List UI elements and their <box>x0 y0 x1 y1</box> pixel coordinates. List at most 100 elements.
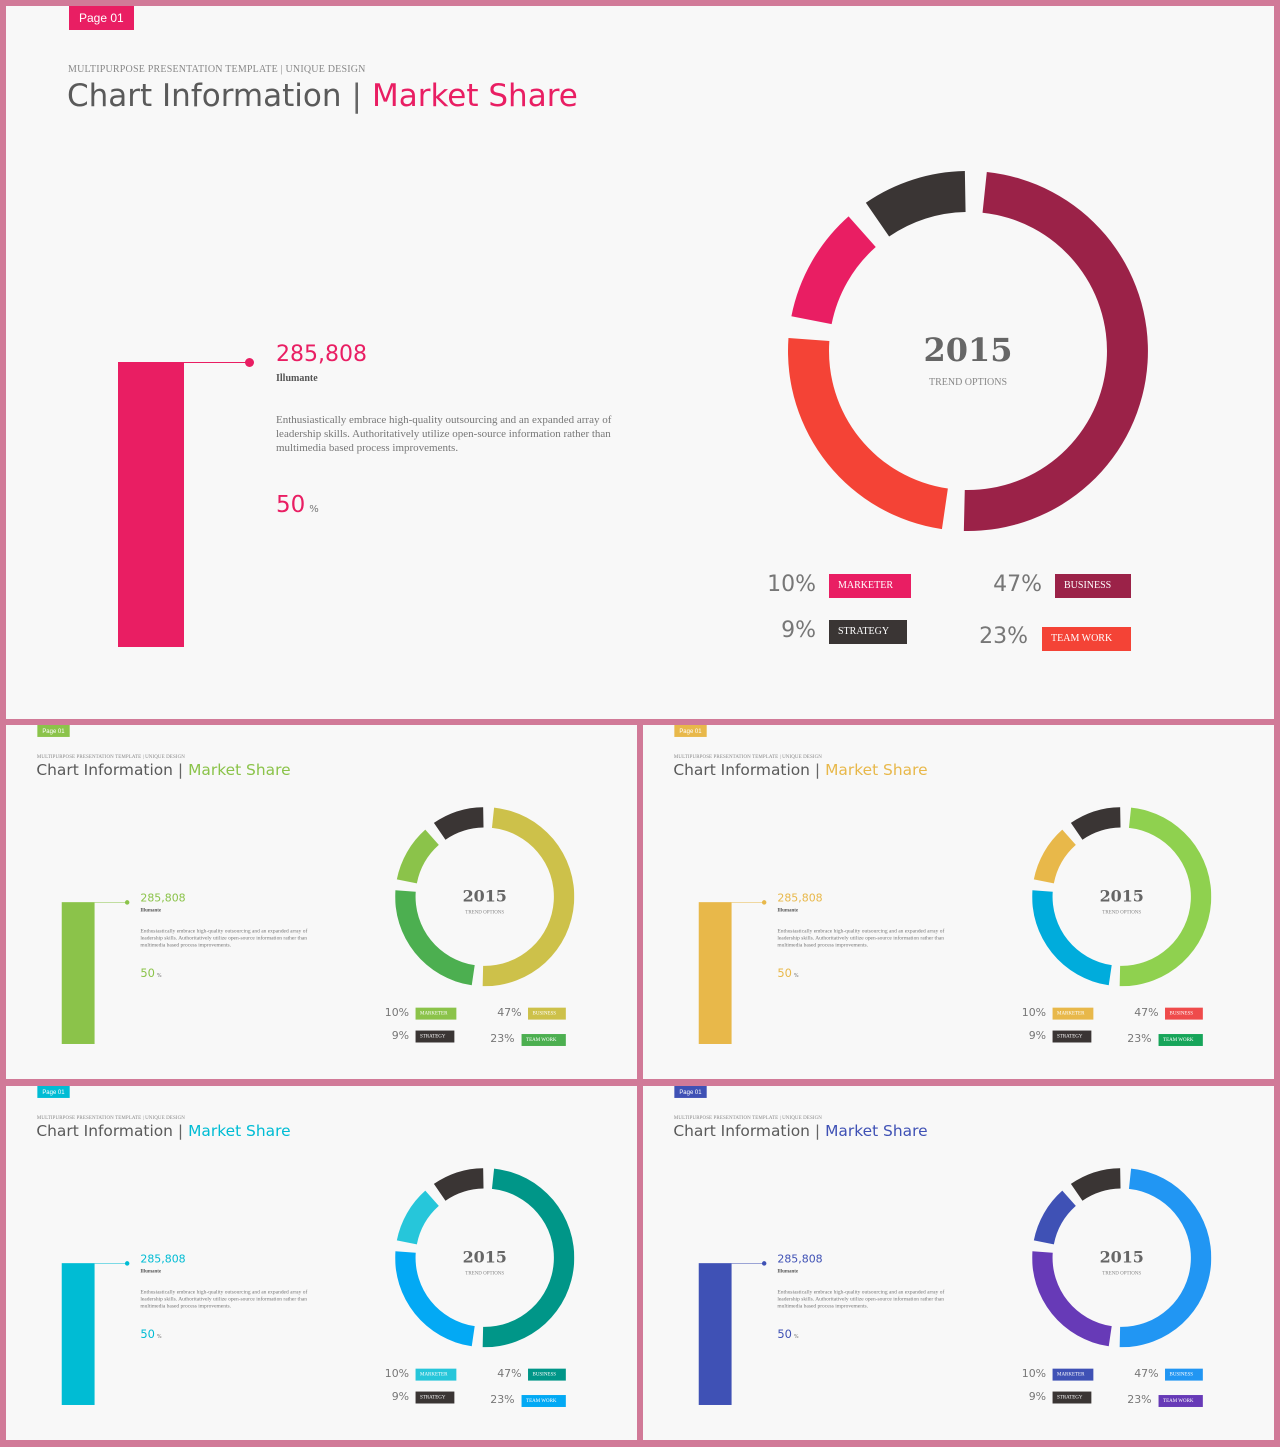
page-tag: Page 01 <box>37 1086 70 1098</box>
legend-tag-business: BUSINESS <box>1055 574 1131 598</box>
donut-segment-business <box>1119 1168 1212 1348</box>
slide-title: Chart Information | Market Share <box>67 78 578 114</box>
legend-value-business: 47% <box>993 572 1042 597</box>
legend-tag-strategy: STRATEGY <box>1052 1030 1092 1043</box>
legend-value-marketer: 10% <box>1021 1006 1047 1020</box>
legend-value-teamwork: 23% <box>979 624 1028 649</box>
bar-connector-dot <box>761 900 767 905</box>
slide-content: Page 01 MULTIPURPOSE PRESENTATION TEMPLA… <box>643 725 1274 1079</box>
legend-value-strategy: 9% <box>1028 1390 1047 1403</box>
legend-value-teamwork: 23% <box>490 1393 515 1406</box>
name-label: Illumante <box>777 1268 799 1275</box>
legend-tag-strategy: STRATEGY <box>1052 1391 1092 1404</box>
legend-value-teamwork: 23% <box>1127 1393 1152 1406</box>
slide-yellow: Page 01 MULTIPURPOSE PRESENTATION TEMPLA… <box>643 725 1274 1079</box>
title-accent: Market Share <box>188 1121 291 1140</box>
legend-tag-strategy: STRATEGY <box>415 1391 455 1404</box>
donut-segment-marketer <box>791 216 876 325</box>
donut-segment-business <box>482 1168 575 1348</box>
donut-segment-strategy <box>433 1168 484 1201</box>
title-main: Chart Information <box>673 1121 810 1140</box>
title-separator: | <box>351 78 362 114</box>
big-number: 285,808 <box>276 342 367 367</box>
donut-center-label: TREND OPTIONS <box>928 377 1008 388</box>
donut-segment-marketer <box>1033 829 1076 884</box>
title-accent: Market Share <box>188 760 291 779</box>
legend-tag-marketer: MARKETER <box>829 574 911 598</box>
bar-connector-dot <box>245 358 254 367</box>
slide-content: Page 01 MULTIPURPOSE PRESENTATION TEMPLA… <box>6 725 637 1079</box>
slide-subtitle: MULTIPURPOSE PRESENTATION TEMPLATE | UNI… <box>673 1114 822 1121</box>
donut-chart <box>1032 1168 1212 1348</box>
slide-subtitle: MULTIPURPOSE PRESENTATION TEMPLATE | UNI… <box>68 64 366 75</box>
slide-green: Page 01 MULTIPURPOSE PRESENTATION TEMPLA… <box>6 725 637 1079</box>
percent-unit: % <box>793 1333 799 1340</box>
percent-unit: % <box>156 972 162 979</box>
description-text: Enthusiastically embrace high-quality ou… <box>777 1289 945 1309</box>
legend-value-teamwork: 23% <box>490 1032 515 1045</box>
donut-segment-strategy <box>865 171 966 237</box>
slide-title: Chart Information | Market Share <box>36 761 290 779</box>
title-accent: Market Share <box>825 760 928 779</box>
slide-title: Chart Information | Market Share <box>36 1122 290 1140</box>
legend-value-strategy: 9% <box>1028 1029 1047 1042</box>
bar-connector-line <box>184 362 250 363</box>
percent-value: 50% <box>276 492 319 518</box>
donut-segment-teamwork <box>1032 890 1112 986</box>
description-text: Enthusiastically embrace high-quality ou… <box>777 928 945 948</box>
value-bar <box>61 1263 95 1405</box>
donut-segment-teamwork <box>788 338 948 530</box>
name-label: Illumante <box>276 373 318 384</box>
donut-segment-business <box>482 807 575 987</box>
legend-tag-marketer: MARKETER <box>415 1368 457 1381</box>
description-text: Enthusiastically embrace high-quality ou… <box>276 414 612 454</box>
name-label: Illumante <box>140 1268 162 1275</box>
legend-tag-business: BUSINESS <box>1165 1007 1203 1020</box>
legend-value-business: 47% <box>1134 1006 1159 1020</box>
legend-value-business: 47% <box>1134 1367 1159 1381</box>
donut-segment-business <box>1119 807 1212 987</box>
value-bar <box>61 902 95 1044</box>
legend-tag-strategy: STRATEGY <box>415 1030 455 1043</box>
legend-tag-teamwork: TEAM WORK <box>1158 1034 1203 1046</box>
title-separator: | <box>177 1121 184 1140</box>
percent-value: 50% <box>140 1328 161 1341</box>
big-number: 285,808 <box>777 1253 823 1266</box>
name-label: Illumante <box>777 907 799 914</box>
legend-value-marketer: 10% <box>1021 1367 1047 1381</box>
slide-subtitle: MULTIPURPOSE PRESENTATION TEMPLATE | UNI… <box>673 753 822 760</box>
donut-segment-teamwork <box>1032 1251 1112 1347</box>
big-number: 285,808 <box>777 892 823 905</box>
legend-value-teamwork: 23% <box>1127 1032 1152 1045</box>
slide-cyan: Page 01 MULTIPURPOSE PRESENTATION TEMPLA… <box>6 1086 637 1440</box>
title-separator: | <box>177 760 184 779</box>
page-tag: Page 01 <box>674 725 707 737</box>
bar-connector-dot <box>124 1261 130 1266</box>
legend-tag-marketer: MARKETER <box>415 1007 457 1020</box>
legend-tag-teamwork: TEAM WORK <box>521 1034 566 1046</box>
value-bar <box>118 362 184 647</box>
donut-segment-marketer <box>396 1190 439 1245</box>
donut-center-label: TREND OPTIONS <box>465 909 505 916</box>
title-accent: Market Share <box>825 1121 928 1140</box>
legend-value-marketer: 10% <box>384 1367 410 1381</box>
description-text: Enthusiastically embrace high-quality ou… <box>140 928 308 948</box>
legend-tag-teamwork: TEAM WORK <box>1042 627 1131 651</box>
page-tag: Page 01 <box>37 725 70 737</box>
donut-segment-strategy <box>1070 807 1121 840</box>
percent-value: 50% <box>777 967 798 980</box>
slide-subtitle: MULTIPURPOSE PRESENTATION TEMPLATE | UNI… <box>36 753 185 760</box>
slide-main: Page 01 MULTIPURPOSE PRESENTATION TEMPLA… <box>6 6 1274 719</box>
legend-value-business: 47% <box>497 1006 522 1020</box>
donut-segment-teamwork <box>395 1251 475 1347</box>
percent-number: 50 <box>777 1327 792 1341</box>
bar-connector-dot <box>124 900 130 905</box>
legend-value-marketer: 10% <box>384 1006 410 1020</box>
legend-tag-teamwork: TEAM WORK <box>1158 1395 1203 1407</box>
legend-tag-marketer: MARKETER <box>1052 1368 1094 1381</box>
percent-value: 50% <box>140 967 161 980</box>
value-bar <box>698 1263 732 1405</box>
page-tag: Page 01 <box>69 6 134 30</box>
legend-tag-marketer: MARKETER <box>1052 1007 1094 1020</box>
donut-segment-strategy <box>1070 1168 1121 1201</box>
